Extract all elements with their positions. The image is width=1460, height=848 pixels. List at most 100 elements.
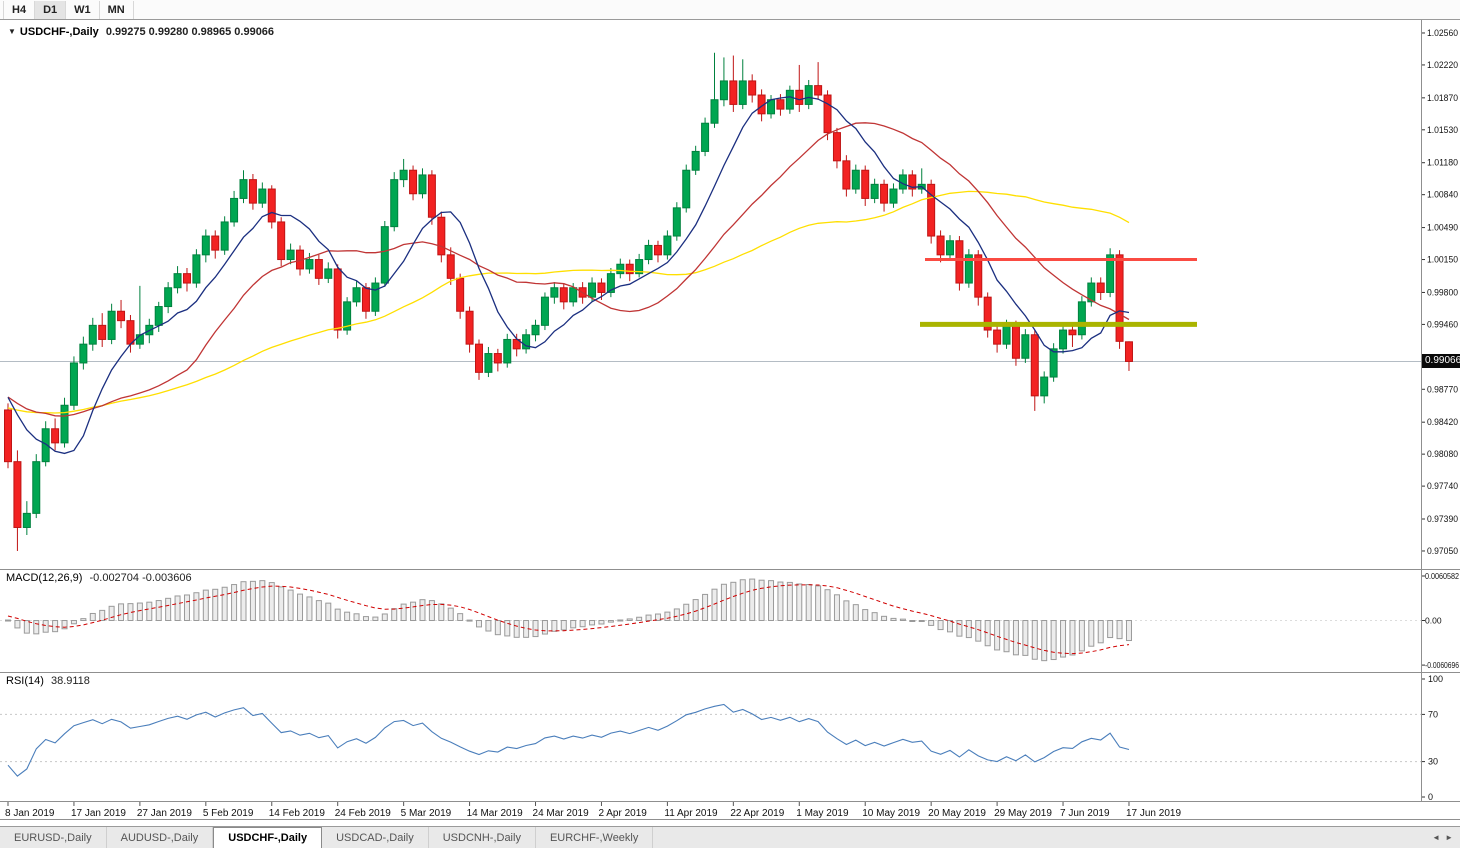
macd-histogram-bar — [231, 584, 238, 622]
macd-histogram-bar — [5, 619, 11, 622]
candle-body — [239, 179, 248, 199]
candle-body — [314, 259, 323, 279]
candle-body — [4, 409, 12, 463]
candle-body — [51, 428, 60, 444]
date-axis-label: 27 Jan 2019 — [137, 808, 192, 819]
candle-body — [870, 183, 879, 199]
price-chart-canvas[interactable]: 1.02560 1.02220 1.01870 1.01530 1.01180 1.008… — [0, 20, 1460, 820]
macd-histogram-bar — [89, 612, 96, 621]
rsi-axis-label: 0 — [1428, 792, 1433, 802]
candle-body — [927, 183, 936, 237]
candle-body — [606, 273, 615, 293]
macd-histogram-bar — [118, 603, 125, 622]
macd-histogram-bar — [23, 620, 30, 634]
candle-body — [380, 226, 389, 284]
tab-scroll-arrows: ◄ ► — [1432, 827, 1460, 848]
macd-histogram-bar — [485, 620, 492, 632]
candle-body — [804, 85, 813, 105]
macd-histogram-bar — [410, 601, 417, 622]
macd-histogram-bar — [146, 601, 153, 622]
candle-body — [729, 80, 738, 105]
macd-histogram-bar — [626, 618, 633, 622]
candle-body — [173, 273, 182, 289]
macd-histogram-bar — [165, 597, 172, 621]
macd-histogram-bar — [268, 582, 275, 621]
timeframe-button-h4[interactable]: H4 — [3, 0, 36, 19]
moving-average-line-45 — [7, 190, 1130, 414]
macd-histogram-bar — [541, 620, 548, 635]
macd-histogram-bar — [1069, 620, 1076, 656]
chart-tab-usdcad-daily[interactable]: USDCAD-,Daily — [322, 827, 429, 848]
macd-histogram-bar — [136, 602, 143, 621]
candle-body — [1040, 376, 1049, 397]
candle-body — [672, 207, 681, 237]
macd-histogram-bar — [438, 603, 445, 622]
macd-histogram-bar — [862, 609, 869, 622]
candle-body — [437, 216, 446, 256]
macd-histogram-bar — [1050, 620, 1057, 661]
price-axis-label: 1.01180 — [1427, 158, 1458, 168]
tab-scroll-right-icon[interactable]: ► — [1445, 833, 1453, 842]
candle-body — [823, 94, 832, 134]
candle-body — [361, 287, 370, 312]
candle-body — [635, 259, 644, 275]
tab-scroll-left-icon[interactable]: ◄ — [1432, 833, 1441, 842]
macd-histogram-bar — [1041, 620, 1048, 662]
candle-body — [710, 99, 719, 124]
timeframe-button-mn[interactable]: MN — [100, 0, 134, 19]
price-axis-label: 0.98080 — [1427, 449, 1458, 459]
macd-histogram-bar — [852, 604, 859, 621]
macd-histogram-bar — [570, 620, 577, 629]
chart-tab-audusd-daily[interactable]: AUDUSD-,Daily — [107, 827, 214, 848]
macd-histogram-bar — [579, 620, 586, 628]
macd-histogram-bar — [466, 619, 473, 622]
candle-body — [484, 353, 493, 373]
macd-histogram-bar — [589, 620, 596, 626]
date-axis-label: 2 Apr 2019 — [598, 808, 647, 819]
timeframe-button-d1[interactable]: D1 — [35, 0, 67, 19]
macd-histogram-bar — [183, 594, 190, 621]
bottom-spacer — [0, 820, 1460, 826]
date-axis-label: 17 Jun 2019 — [1126, 808, 1181, 819]
candle-body — [352, 287, 361, 303]
candle-body — [427, 174, 436, 218]
chart-tab-eurusd-daily[interactable]: EURUSD-,Daily — [0, 827, 107, 848]
macd-histogram-bar — [70, 620, 77, 625]
candle-body — [842, 160, 851, 190]
macd-histogram-bar — [372, 616, 379, 622]
candle-body — [832, 132, 841, 162]
candle-body — [946, 240, 954, 256]
macd-histogram-bar — [730, 581, 737, 622]
price-axis-label: 1.00150 — [1427, 255, 1458, 265]
price-axis-label: 0.97390 — [1427, 514, 1458, 524]
macd-histogram-bar — [457, 613, 464, 622]
candle-body — [88, 324, 97, 345]
date-axis-label: 5 Feb 2019 — [203, 808, 254, 819]
timeframe-button-w1[interactable]: W1 — [66, 0, 100, 19]
macd-histogram-bar — [391, 608, 398, 622]
macd-histogram-bar — [193, 592, 200, 621]
macd-signal-line — [7, 584, 1130, 655]
macd-histogram-bar — [381, 613, 388, 621]
candle-body — [540, 296, 549, 326]
candle-body — [267, 188, 276, 223]
macd-histogram-bar — [99, 609, 106, 621]
candle-body — [1115, 254, 1124, 342]
macd-histogram-bar — [786, 581, 793, 621]
date-axis-label: 11 Apr 2019 — [664, 808, 718, 819]
price-axis-label: 1.02560 — [1427, 28, 1458, 38]
chart-tab-usdcnh-daily[interactable]: USDCNH-,Daily — [429, 827, 536, 848]
macd-histogram-bar — [174, 595, 181, 621]
macd-histogram-bar — [221, 586, 228, 621]
chart-tab-eurchf-weekly[interactable]: EURCHF-,Weekly — [536, 827, 654, 848]
candle-body — [446, 254, 455, 279]
candle-body — [889, 188, 898, 204]
macd-histogram-bar — [711, 588, 718, 622]
candle-body — [616, 263, 625, 275]
candle-body — [880, 183, 889, 204]
macd-histogram-bar — [749, 578, 756, 621]
price-axis-label: 0.97050 — [1427, 546, 1458, 556]
chart-tab-usdchf-daily[interactable]: USDCHF-,Daily — [213, 827, 323, 848]
macd-histogram-bar — [14, 620, 21, 629]
macd-histogram-bar — [871, 612, 878, 621]
